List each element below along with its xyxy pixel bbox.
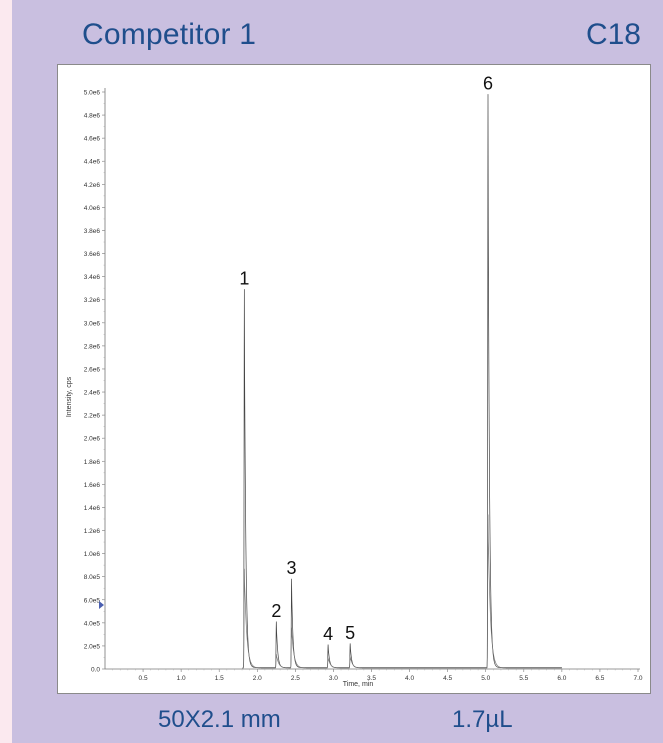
peak-label: 5: [345, 623, 355, 643]
y-tick-label: 1.0e6: [84, 551, 101, 558]
y-tick-label: 6.0e5: [84, 597, 101, 604]
x-tick-label: 3.5: [367, 675, 376, 682]
x-tick-label: 6.0: [557, 675, 566, 682]
chromatogram-plot: 0.0 2.0e5 4.0e5 6.0e5 8.0e5 1.0e6 1.2e6 1.4e6 1.…: [57, 64, 651, 694]
y-tick-label: 4.8e6: [84, 113, 101, 120]
y-tick-label: 1.4e6: [84, 505, 101, 512]
peak-label: 2: [271, 601, 281, 621]
y-tick-label: 1.2e6: [84, 528, 101, 535]
y-tick-label: 2.0e6: [84, 436, 101, 443]
y-tick-label: 1.8e6: [84, 459, 101, 466]
x-tick-label: 2.5: [291, 675, 300, 682]
x-tick-label: 4.5: [443, 675, 452, 682]
y-tick-label: 2.2e6: [84, 413, 101, 420]
y-tick-label: 3.0e6: [84, 320, 101, 327]
column-dimensions: 50X2.1 mm: [158, 706, 281, 733]
y-tick-label: 3.4e6: [84, 274, 101, 281]
x-tick-label: 7.0: [633, 675, 642, 682]
y-tick-label: 0.0: [91, 667, 100, 674]
x-tick-label: 3.0: [329, 675, 338, 682]
peak-label: 6: [483, 73, 493, 93]
y-tick-label: 2.8e6: [84, 343, 101, 350]
x-tick-label: 0.5: [139, 675, 148, 682]
y-tick-label: 2.4e6: [84, 390, 101, 397]
y-tick-label: 4.2e6: [84, 182, 101, 189]
y-axis-label: Intensity, cps: [66, 376, 73, 417]
chromatogram-trace: [242, 94, 562, 668]
y-tick-label: 2.6e6: [84, 366, 101, 373]
axis-marker-icon: [99, 601, 104, 609]
y-tick-label: 1.6e6: [84, 482, 101, 489]
x-axis-label: Time, min: [343, 681, 374, 688]
peak-label: 3: [287, 558, 297, 578]
y-tick-label: 4.4e6: [84, 159, 101, 166]
x-tick-label: 1.0: [177, 675, 186, 682]
column-vendor-title: Competitor 1: [82, 18, 257, 51]
x-tick-label: 6.5: [595, 675, 604, 682]
y-tick-label: 3.8e6: [84, 228, 101, 235]
y-tick-label: 3.6e6: [84, 251, 101, 258]
peak-label: 1: [239, 268, 249, 288]
x-tick-label: 1.5: [215, 675, 224, 682]
x-tick-label: 5.5: [519, 675, 528, 682]
figure-panel: Competitor 1 C18 0.0 2.0e5 4.0e5 6.0e5 8.0e5…: [12, 0, 663, 743]
column-phase-title: C18: [585, 18, 641, 51]
chromatogram-trace: [242, 514, 562, 669]
injection-volume: 1.7µL: [452, 706, 513, 733]
y-tick-label: 4.0e6: [84, 205, 101, 212]
y-tick-label: 3.2e6: [84, 297, 101, 304]
y-tick-label: 2.0e5: [84, 643, 101, 650]
y-tick-label: 8.0e5: [84, 574, 101, 581]
y-tick-label: 5.0e6: [84, 90, 101, 97]
peak-label: 4: [323, 624, 333, 644]
x-tick-label: 4.0: [405, 675, 414, 682]
y-tick-label: 4.0e5: [84, 620, 101, 627]
x-tick-label: 5.0: [481, 675, 490, 682]
chromatogram-svg: 0.0 2.0e5 4.0e5 6.0e5 8.0e5 1.0e6 1.2e6 1.4e6 1.…: [66, 73, 643, 688]
x-tick-label: 2.0: [253, 675, 262, 682]
y-tick-label: 4.6e6: [84, 136, 101, 143]
